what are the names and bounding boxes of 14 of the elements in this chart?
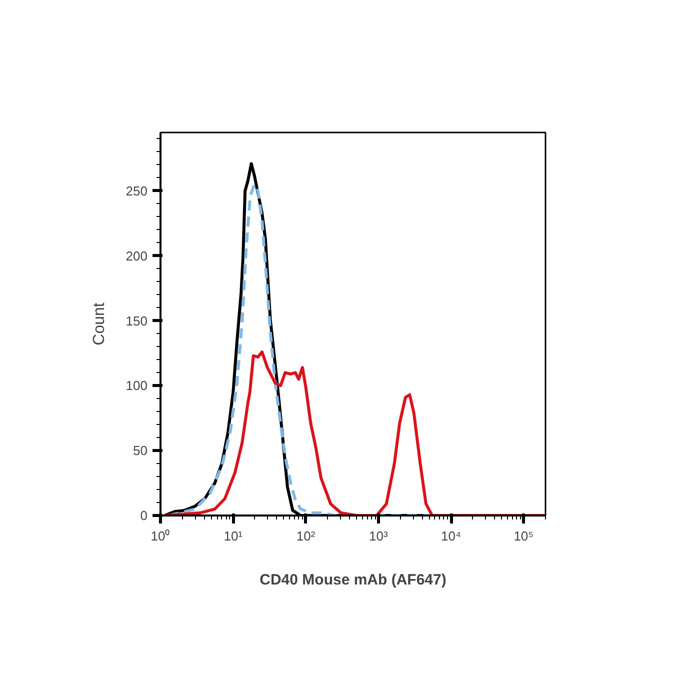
- x-tick-label: 10⁴: [440, 528, 462, 544]
- x-tick-label: 10³: [368, 528, 388, 544]
- y-tick-label: 0: [140, 508, 148, 523]
- x-axis-title: CD40 Mouse mAb (AF647): [260, 572, 446, 588]
- x-tick-label: 10¹: [224, 528, 244, 544]
- x-tick-label: 10²: [296, 528, 316, 544]
- x-tick-label: 10⁰: [150, 528, 170, 544]
- y-tick-label: 100: [126, 378, 148, 394]
- y-axis-title: Count: [90, 302, 108, 346]
- y-tick-label: 200: [126, 248, 148, 264]
- y-tick-label: 250: [126, 183, 148, 198]
- y-tick-label: 150: [126, 313, 148, 328]
- y-tick-label: 50: [133, 443, 148, 458]
- x-tick-label: 10⁵: [514, 528, 534, 544]
